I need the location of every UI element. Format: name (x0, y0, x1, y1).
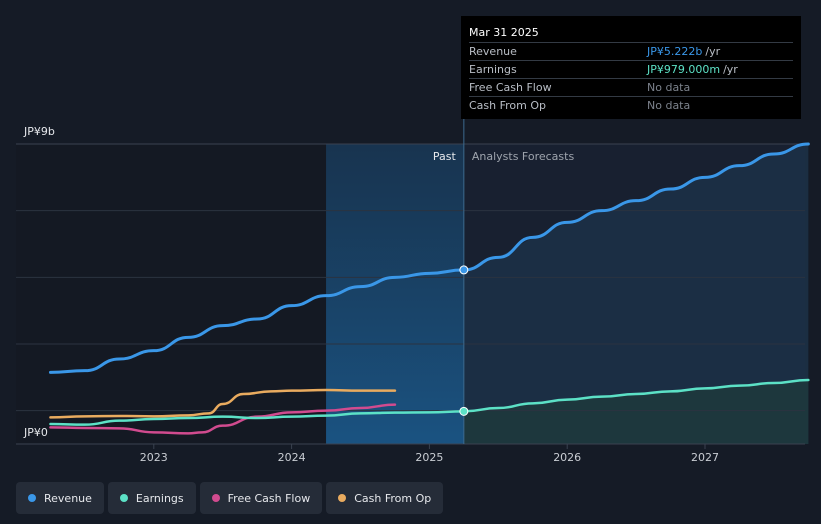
tooltip: Mar 31 2025 Revenue JP¥5.222b/yr Earning… (461, 16, 801, 119)
legend-dot-icon (119, 494, 128, 502)
tooltip-row-revenue: Revenue JP¥5.222b/yr (469, 42, 793, 60)
tooltip-label: Earnings (469, 63, 517, 76)
tooltip-value: JP¥5.222b (647, 45, 703, 58)
tooltip-value: JP¥979.000m (647, 63, 721, 76)
x-tick-label-2027: 2027 (691, 451, 719, 464)
legend-label: Revenue (44, 491, 92, 505)
legend-item-earnings[interactable]: Earnings (107, 482, 196, 514)
free-cash-flow-line (49, 403, 397, 435)
legend-item-free-cash-flow[interactable]: Free Cash Flow (199, 482, 323, 514)
tooltip-date: Mar 31 2025 (469, 26, 539, 39)
tooltip-label: Revenue (469, 45, 517, 58)
legend-dot-icon (338, 494, 347, 502)
tooltip-row-earnings: Earnings JP¥979.000m/yr (469, 60, 793, 78)
tooltip-value: No data (647, 81, 691, 94)
tooltip-value: No data (647, 99, 691, 112)
earnings-line (49, 378, 810, 426)
x-tick-label-2025: 2025 (415, 451, 443, 464)
revenue-forecast-area (463, 144, 809, 444)
legend-item-cash-from-op[interactable]: Cash From Op (326, 482, 444, 514)
earnings-marker (459, 406, 469, 416)
chart-area: JP¥9b JP¥0 Past Analysts Forecasts 2023 2024 2… (16, 119, 810, 464)
tooltip-unit: /yr (723, 63, 738, 76)
tooltip-unit: /yr (705, 45, 721, 58)
past-highlight-band (326, 144, 464, 444)
x-tick-label-2024: 2024 (278, 451, 306, 464)
legend: Revenue Earnings Free Cash Flow Cash Fro… (16, 482, 444, 514)
legend-label: Free Cash Flow (227, 491, 311, 505)
legend-dot-icon (211, 494, 220, 502)
y-axis-top-label: JP¥9b (23, 125, 55, 138)
legend-label: Earnings (135, 491, 184, 505)
x-tick-label-2026: 2026 (553, 451, 581, 464)
y-axis-bottom-label: JP¥0 (23, 426, 48, 439)
tooltip-label: Free Cash Flow (469, 81, 552, 94)
revenue-marker (459, 265, 469, 275)
earnings-forecast-area (463, 380, 809, 444)
legend-item-revenue[interactable]: Revenue (16, 482, 104, 514)
revenue-line (48, 142, 810, 374)
legend-label: Cash From Op (354, 491, 432, 505)
tooltip-row-free-cash-flow: Free Cash Flow No data (469, 78, 793, 96)
past-label: Past (433, 150, 457, 163)
forecast-label: Analysts Forecasts (472, 150, 575, 163)
tooltip-label: Cash From Op (469, 99, 547, 112)
tooltip-row-cash-from-op: Cash From Op No data (469, 96, 793, 114)
legend-dot-icon (28, 494, 36, 502)
cash-from-op-line (49, 388, 397, 419)
x-tick-label-2023: 2023 (140, 451, 168, 464)
